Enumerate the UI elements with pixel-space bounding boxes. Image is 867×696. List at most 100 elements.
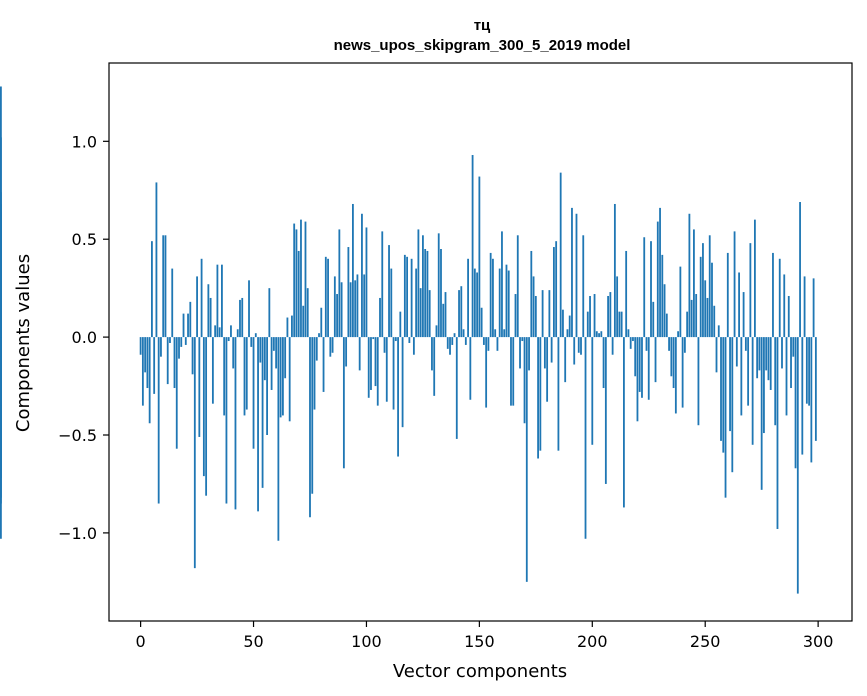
bar: [494, 329, 497, 338]
bar: [381, 231, 384, 338]
bar: [153, 337, 156, 394]
bar: [670, 337, 673, 377]
bar: [482, 337, 485, 345]
bar: [356, 274, 359, 338]
bar: [794, 337, 797, 469]
bar: [528, 337, 530, 371]
bar: [225, 337, 228, 504]
x-tick-label: 300: [803, 632, 834, 651]
bar: [318, 333, 320, 338]
bar: [769, 337, 772, 390]
y-axis-label: Components values: [13, 254, 34, 432]
bar: [796, 337, 799, 594]
bar: [324, 256, 327, 338]
bars-group: [0, 86, 817, 594]
bar: [781, 337, 783, 369]
bar: [496, 337, 499, 351]
bar: [672, 337, 675, 389]
bar: [611, 337, 614, 355]
bar: [284, 337, 287, 379]
bar: [257, 337, 259, 512]
bar: [241, 297, 244, 338]
bar: [354, 280, 357, 338]
bar: [582, 235, 585, 338]
bar: [151, 241, 153, 338]
bar: [467, 258, 469, 338]
bar: [180, 337, 183, 347]
bar: [665, 313, 668, 338]
bar: [306, 288, 309, 338]
bar: [449, 337, 451, 355]
bar: [139, 337, 142, 355]
bar: [243, 337, 246, 416]
bar: [805, 337, 808, 404]
bar: [157, 337, 160, 504]
bar: [196, 276, 198, 338]
bar: [293, 223, 296, 338]
bar: [729, 337, 731, 432]
bar: [0, 337, 2, 357]
bar: [724, 337, 727, 498]
bar: [214, 325, 217, 338]
bar: [659, 207, 661, 338]
bar: [731, 337, 734, 473]
bar: [277, 337, 280, 541]
bar: [295, 229, 298, 338]
x-tick-label: 0: [136, 632, 146, 651]
bar: [492, 258, 494, 338]
bar: [688, 213, 691, 338]
bar: [801, 337, 804, 455]
bar: [476, 272, 479, 338]
bar: [462, 329, 465, 338]
bar: [552, 247, 555, 338]
bar: [738, 272, 740, 338]
bar: [593, 294, 596, 338]
bar: [275, 337, 278, 369]
bar: [291, 315, 293, 338]
bar: [171, 268, 174, 338]
bar: [372, 337, 375, 340]
bar: [309, 337, 311, 518]
bar: [726, 252, 729, 338]
bar: [446, 337, 449, 349]
bar: [677, 331, 680, 338]
bar: [424, 249, 427, 338]
bar: [184, 337, 187, 345]
bar: [555, 241, 558, 338]
y-tick-label: 0.0: [72, 328, 97, 347]
bar: [751, 337, 754, 445]
x-axis-label: Vector components: [393, 661, 567, 682]
bar: [589, 295, 591, 338]
y-tick-label: 1.0: [72, 132, 97, 151]
bar: [311, 337, 314, 494]
bar: [708, 235, 711, 338]
bar: [302, 305, 305, 338]
bar: [629, 337, 632, 349]
bar: [415, 268, 418, 338]
bar: [227, 337, 230, 342]
bar: [717, 325, 720, 338]
bar: [636, 337, 639, 422]
bar: [720, 337, 722, 441]
bar: [812, 278, 815, 338]
bar: [383, 337, 386, 353]
bar: [564, 337, 567, 383]
bar: [654, 337, 657, 383]
bar: [270, 337, 273, 390]
bar: [333, 276, 336, 338]
bar: [645, 337, 648, 351]
bar: [765, 337, 768, 371]
bar: [643, 237, 646, 338]
bar: [580, 337, 582, 355]
bar: [722, 337, 725, 453]
bar: [566, 329, 569, 338]
bar: [250, 337, 253, 347]
bar: [358, 337, 361, 371]
bar: [686, 311, 689, 338]
bar: [347, 247, 350, 338]
bar: [300, 219, 302, 338]
chart-subtitle: news_upos_skipgram_300_5_2019 model: [334, 37, 631, 54]
bar: [261, 337, 264, 488]
bar: [543, 337, 546, 369]
bar: [632, 337, 634, 342]
